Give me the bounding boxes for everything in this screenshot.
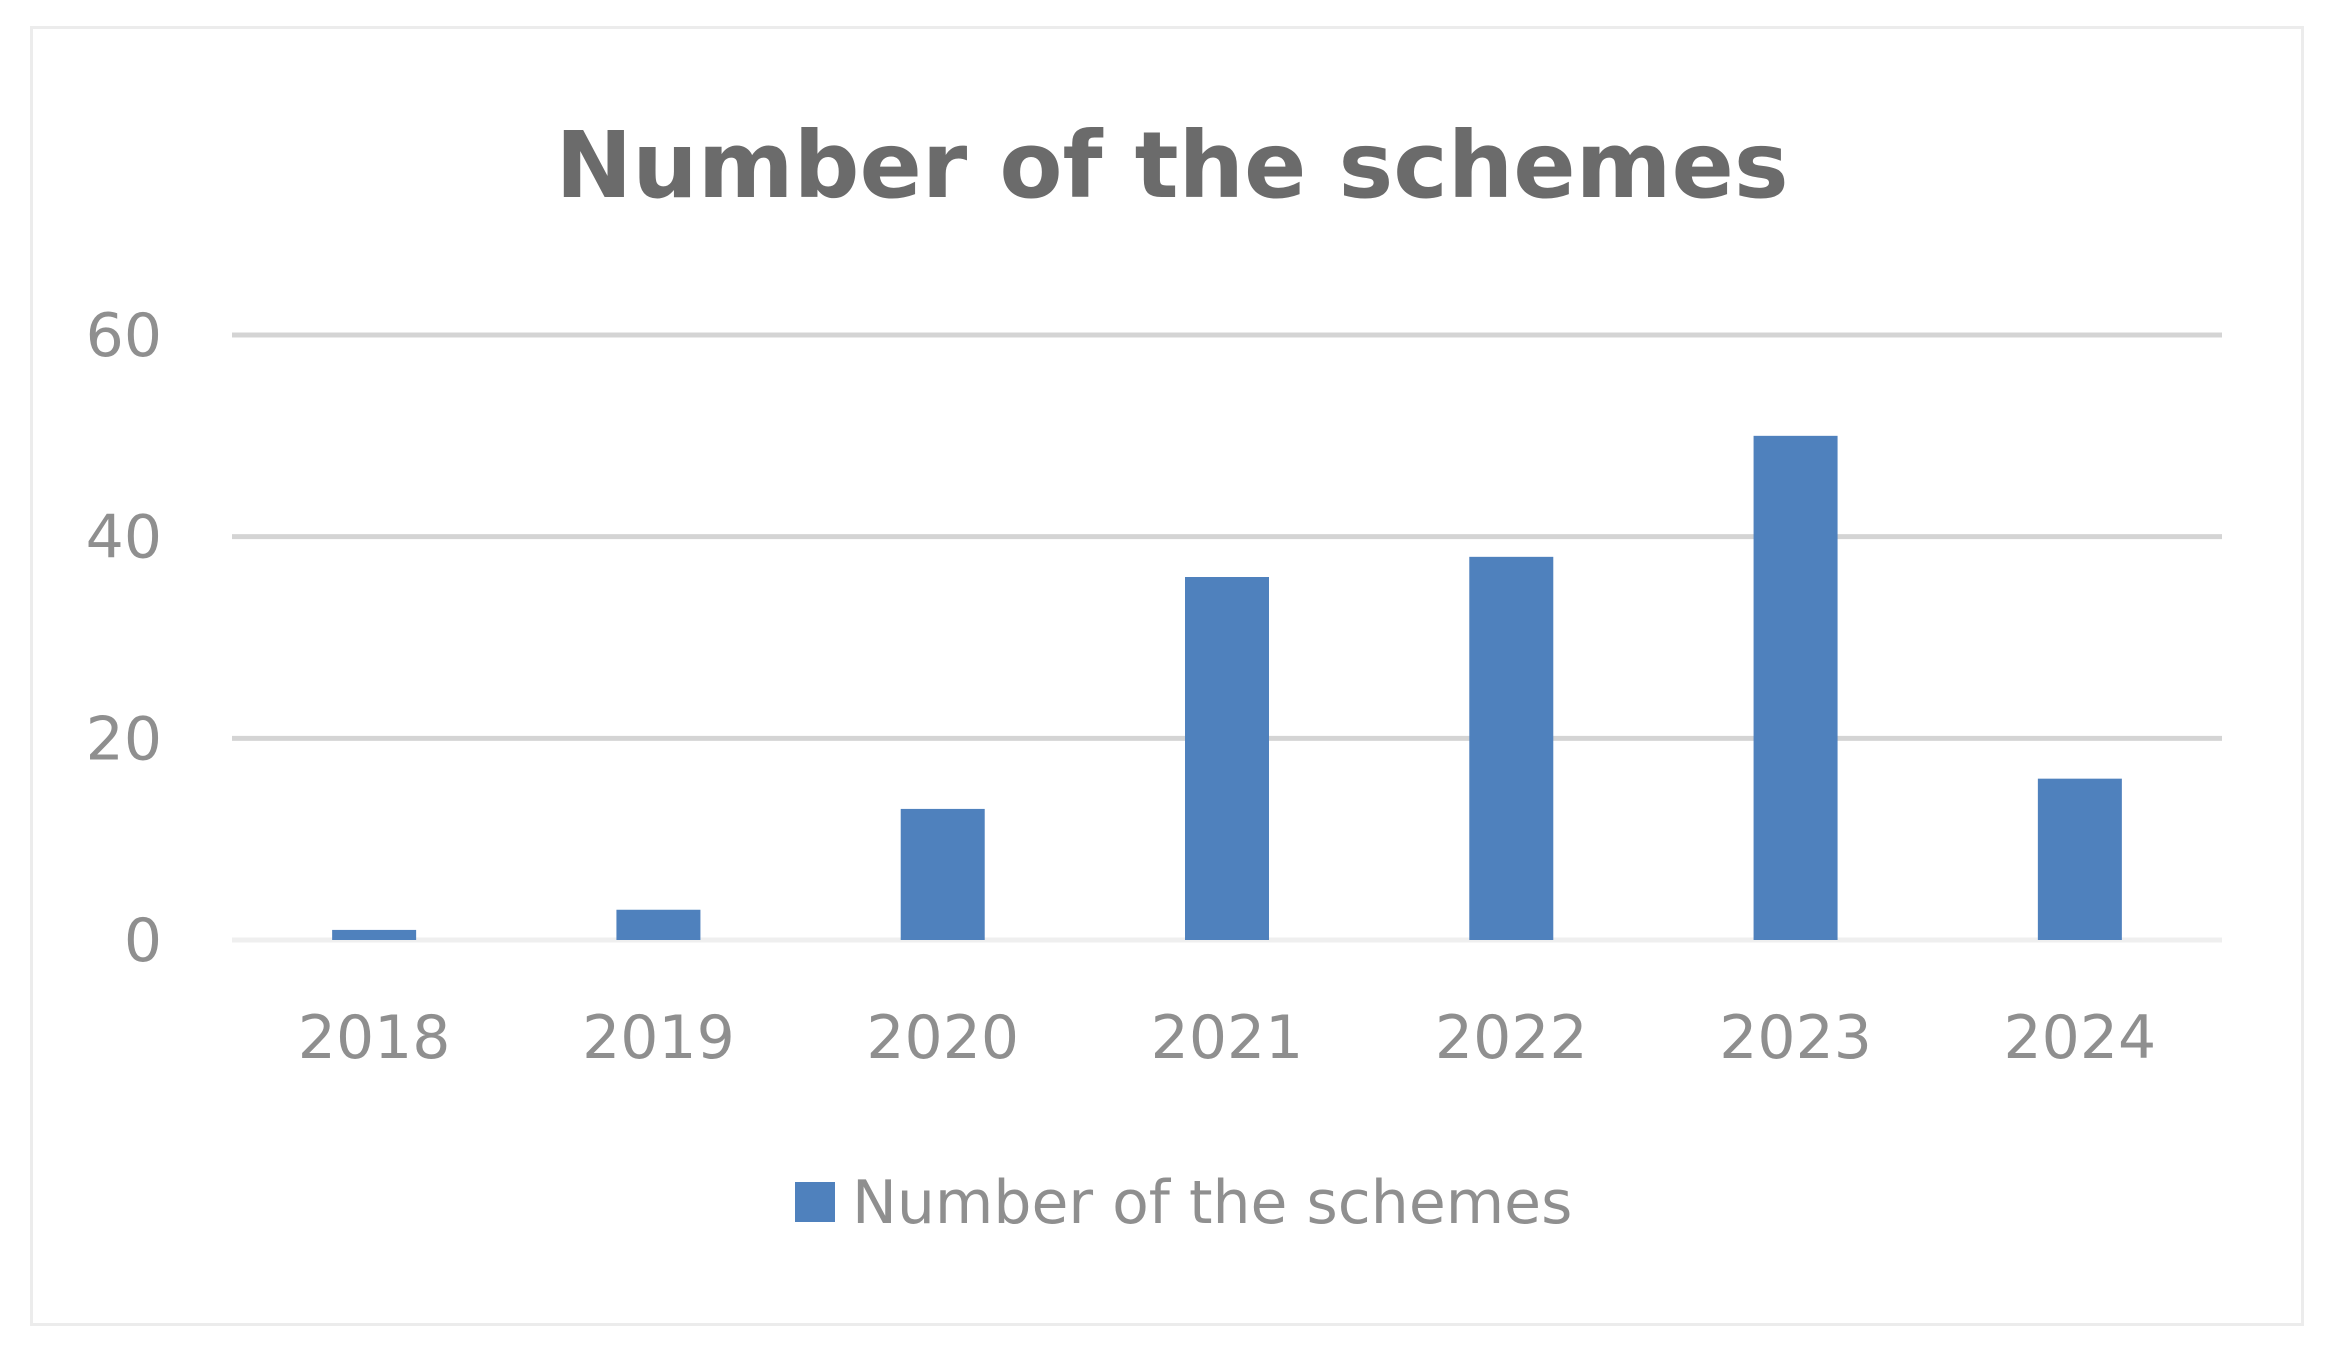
bar-2018 — [332, 929, 417, 940]
x-tick-label: 2019 — [582, 1003, 735, 1073]
y-axis-ticks: 0 20 40 60 — [86, 301, 162, 976]
bars — [332, 435, 2122, 940]
y-tick-label: 60 — [86, 301, 162, 371]
x-tick-label: 2022 — [1435, 1003, 1588, 1073]
chart-frame — [30, 26, 2304, 1326]
legend-swatch — [795, 1182, 835, 1222]
y-tick-label: 20 — [86, 704, 162, 774]
bar-2024 — [2037, 778, 2122, 940]
x-tick-label: 2024 — [2004, 1003, 2157, 1073]
legend-label: Number of the schemes — [852, 1168, 1572, 1238]
bar-2019 — [616, 909, 701, 940]
bar-2020 — [900, 808, 985, 940]
chart-title: Number of the schemes — [555, 112, 1788, 219]
x-axis-ticks: 2018 2019 2020 2021 2022 2023 2024 — [298, 1003, 2156, 1073]
y-tick-label: 0 — [124, 906, 162, 976]
x-tick-label: 2021 — [1151, 1003, 1304, 1073]
x-tick-label: 2023 — [1719, 1003, 1872, 1073]
bar-2023 — [1753, 435, 1838, 940]
y-tick-label: 40 — [86, 503, 162, 573]
bar-2022 — [1469, 556, 1554, 940]
x-tick-label: 2020 — [866, 1003, 1019, 1073]
x-tick-label: 2018 — [298, 1003, 451, 1073]
bar-2021 — [1185, 577, 1269, 940]
legend: Number of the schemes — [795, 1168, 1572, 1238]
